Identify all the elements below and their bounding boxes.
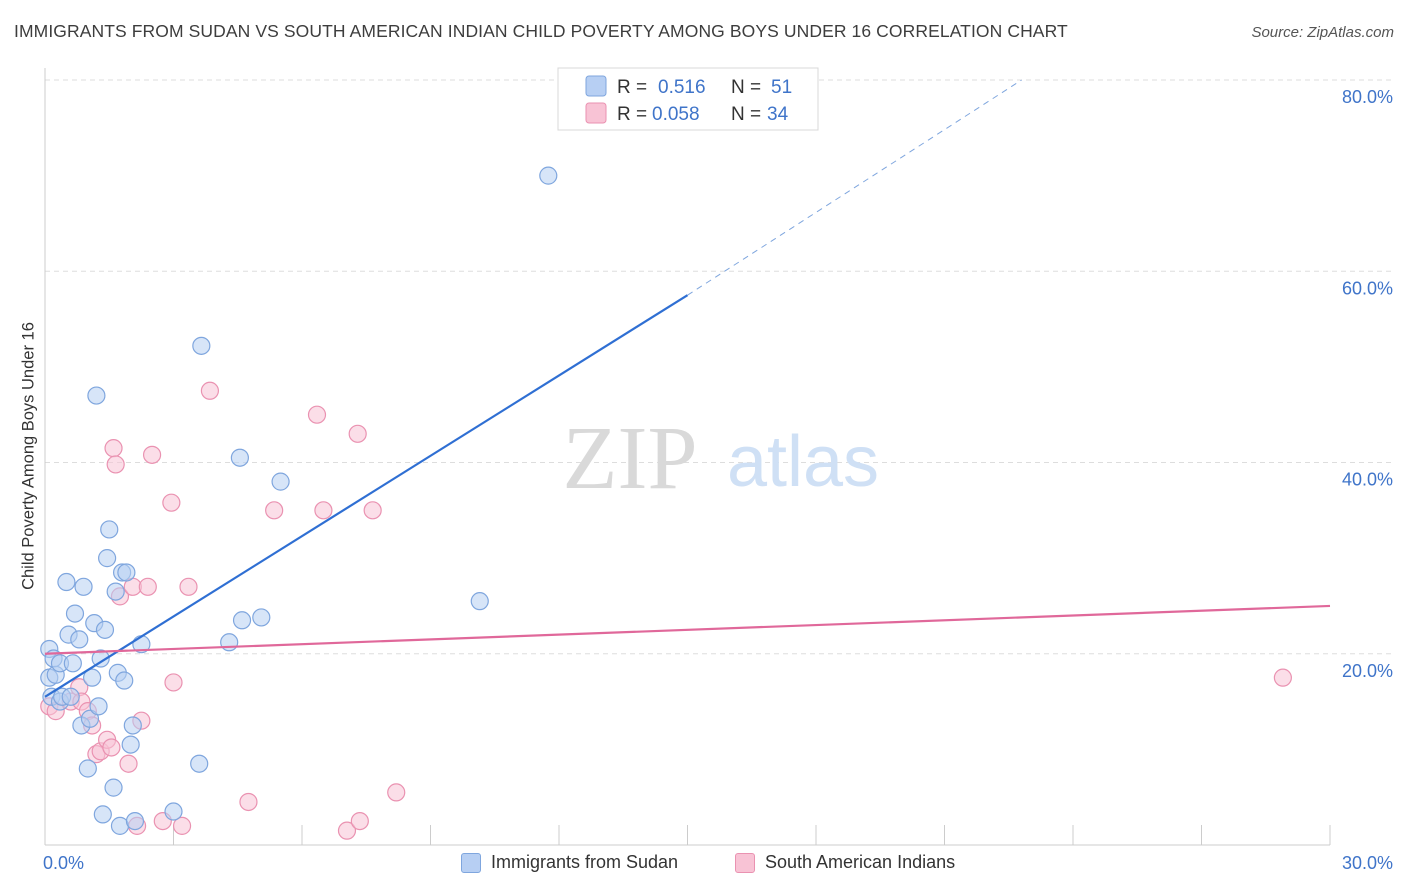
sudan-point-30 bbox=[110, 816, 130, 835]
legend-r-label-2: R = bbox=[617, 104, 647, 125]
points-immigrants-from-sudan bbox=[40, 166, 558, 835]
legend-n-label-2: N = bbox=[731, 104, 761, 125]
sai-point-27 bbox=[265, 501, 284, 520]
legend-item-sudan: Immigrants from Sudan bbox=[461, 852, 678, 873]
sai-point-11 bbox=[104, 439, 123, 458]
sai-point-26 bbox=[239, 792, 258, 812]
sudan-point-25 bbox=[98, 549, 117, 568]
sai-point-10 bbox=[102, 738, 121, 757]
legend-label-south-american-indians: South American Indians bbox=[765, 852, 956, 872]
x-tick-label-1: 30.0% bbox=[1342, 853, 1393, 873]
sai-point-19 bbox=[142, 445, 162, 464]
sudan-point-24 bbox=[95, 620, 115, 639]
y-tick-label-3: 80.0% bbox=[1342, 87, 1393, 107]
sudan-point-20 bbox=[87, 386, 106, 405]
sudan-point-16 bbox=[78, 759, 97, 778]
legend-n-value-1: 51 bbox=[771, 77, 792, 98]
source-credit: Source: ZipAtlas.com bbox=[1251, 24, 1394, 41]
legend-r-label-1: R = bbox=[617, 77, 647, 98]
series-legend: Immigrants from Sudan South American Ind… bbox=[0, 852, 1406, 878]
trend-line-south-american-indians bbox=[44, 604, 1331, 655]
sai-point-34 bbox=[387, 783, 406, 802]
sudan-point-43 bbox=[232, 611, 252, 630]
sudan-point-47 bbox=[539, 166, 558, 185]
chart-title: IMMIGRANTS FROM SUDAN VS SOUTH AMERICAN … bbox=[14, 21, 1068, 41]
sudan-point-41 bbox=[220, 633, 239, 652]
sudan-point-8 bbox=[57, 572, 76, 592]
sudan-point-42 bbox=[230, 448, 249, 467]
sai-point-25 bbox=[200, 381, 220, 400]
axes bbox=[44, 68, 1331, 846]
legend-n-label-1: N = bbox=[731, 77, 761, 98]
legend-r-value-2: 0.058 bbox=[652, 104, 700, 125]
sudan-point-12 bbox=[65, 604, 85, 623]
sudan-point-33 bbox=[117, 563, 136, 582]
watermark: ZIP atlas bbox=[563, 409, 880, 508]
sudan-point-15 bbox=[74, 577, 93, 596]
y-tick-label-1: 40.0% bbox=[1342, 470, 1393, 490]
watermark-atlas: atlas bbox=[727, 422, 879, 502]
sai-point-24 bbox=[179, 577, 198, 596]
watermark-zip: ZIP bbox=[563, 409, 698, 508]
legend-swatch-pink bbox=[585, 102, 607, 124]
sudan-point-45 bbox=[271, 472, 290, 491]
sudan-point-36 bbox=[125, 811, 145, 831]
sai-point-23 bbox=[172, 816, 192, 835]
sudan-point-27 bbox=[104, 778, 123, 797]
sai-point-32 bbox=[350, 811, 369, 831]
sudan-point-10 bbox=[61, 687, 80, 706]
sai-point-33 bbox=[363, 501, 382, 520]
x-tick-label-0: 0.0% bbox=[43, 853, 84, 873]
sai-point-21 bbox=[162, 493, 181, 512]
sudan-point-28 bbox=[106, 582, 125, 601]
sudan-point-26 bbox=[100, 520, 119, 539]
sai-point-12 bbox=[106, 455, 125, 474]
sudan-point-35 bbox=[123, 716, 142, 735]
stats-legend: R = 0.516 N = 51 R = 0.058 N = 34 bbox=[557, 67, 819, 131]
sai-point-28 bbox=[307, 405, 327, 424]
legend-swatch-south-american-indians bbox=[735, 852, 755, 873]
y-tick-label-0: 20.0% bbox=[1342, 661, 1393, 681]
y-tick-label-2: 60.0% bbox=[1342, 278, 1393, 298]
legend-r-value-1: 0.516 bbox=[658, 77, 706, 98]
sudan-point-22 bbox=[91, 649, 110, 668]
sai-point-22 bbox=[164, 673, 183, 692]
sudan-point-11 bbox=[63, 654, 82, 673]
sudan-point-34 bbox=[121, 735, 140, 754]
sudan-point-18 bbox=[83, 668, 102, 687]
legend-item-south-american-indians: South American Indians bbox=[735, 852, 955, 873]
legend-swatch-sudan bbox=[461, 852, 481, 873]
legend-label-sudan: Immigrants from Sudan bbox=[491, 852, 679, 872]
sudan-point-46 bbox=[470, 592, 489, 611]
trend-line-sudan-extension bbox=[687, 79, 1022, 296]
sudan-point-32 bbox=[115, 671, 134, 690]
sai-point-35 bbox=[1273, 668, 1292, 687]
sudan-point-38 bbox=[164, 802, 183, 821]
trend-line-sudan bbox=[44, 294, 689, 698]
sai-point-18 bbox=[138, 577, 157, 596]
gridlines bbox=[45, 79, 1392, 655]
legend-n-value-2: 34 bbox=[767, 104, 789, 125]
sudan-point-40 bbox=[192, 336, 211, 355]
trend-lines bbox=[44, 79, 1331, 698]
sai-point-30 bbox=[337, 821, 357, 840]
sai-point-29 bbox=[314, 501, 333, 520]
legend-swatch-blue bbox=[585, 75, 607, 97]
sudan-point-23 bbox=[93, 805, 112, 824]
sai-point-14 bbox=[119, 754, 138, 773]
sudan-point-13 bbox=[70, 630, 89, 649]
sai-point-31 bbox=[348, 424, 367, 443]
sudan-point-17 bbox=[80, 709, 100, 728]
sudan-point-44 bbox=[252, 608, 271, 627]
sudan-point-39 bbox=[190, 754, 209, 773]
tick-labels: 20.0% 40.0% 60.0% 80.0% 0.0% 30.0% bbox=[43, 87, 1393, 873]
sudan-point-21 bbox=[89, 697, 108, 716]
